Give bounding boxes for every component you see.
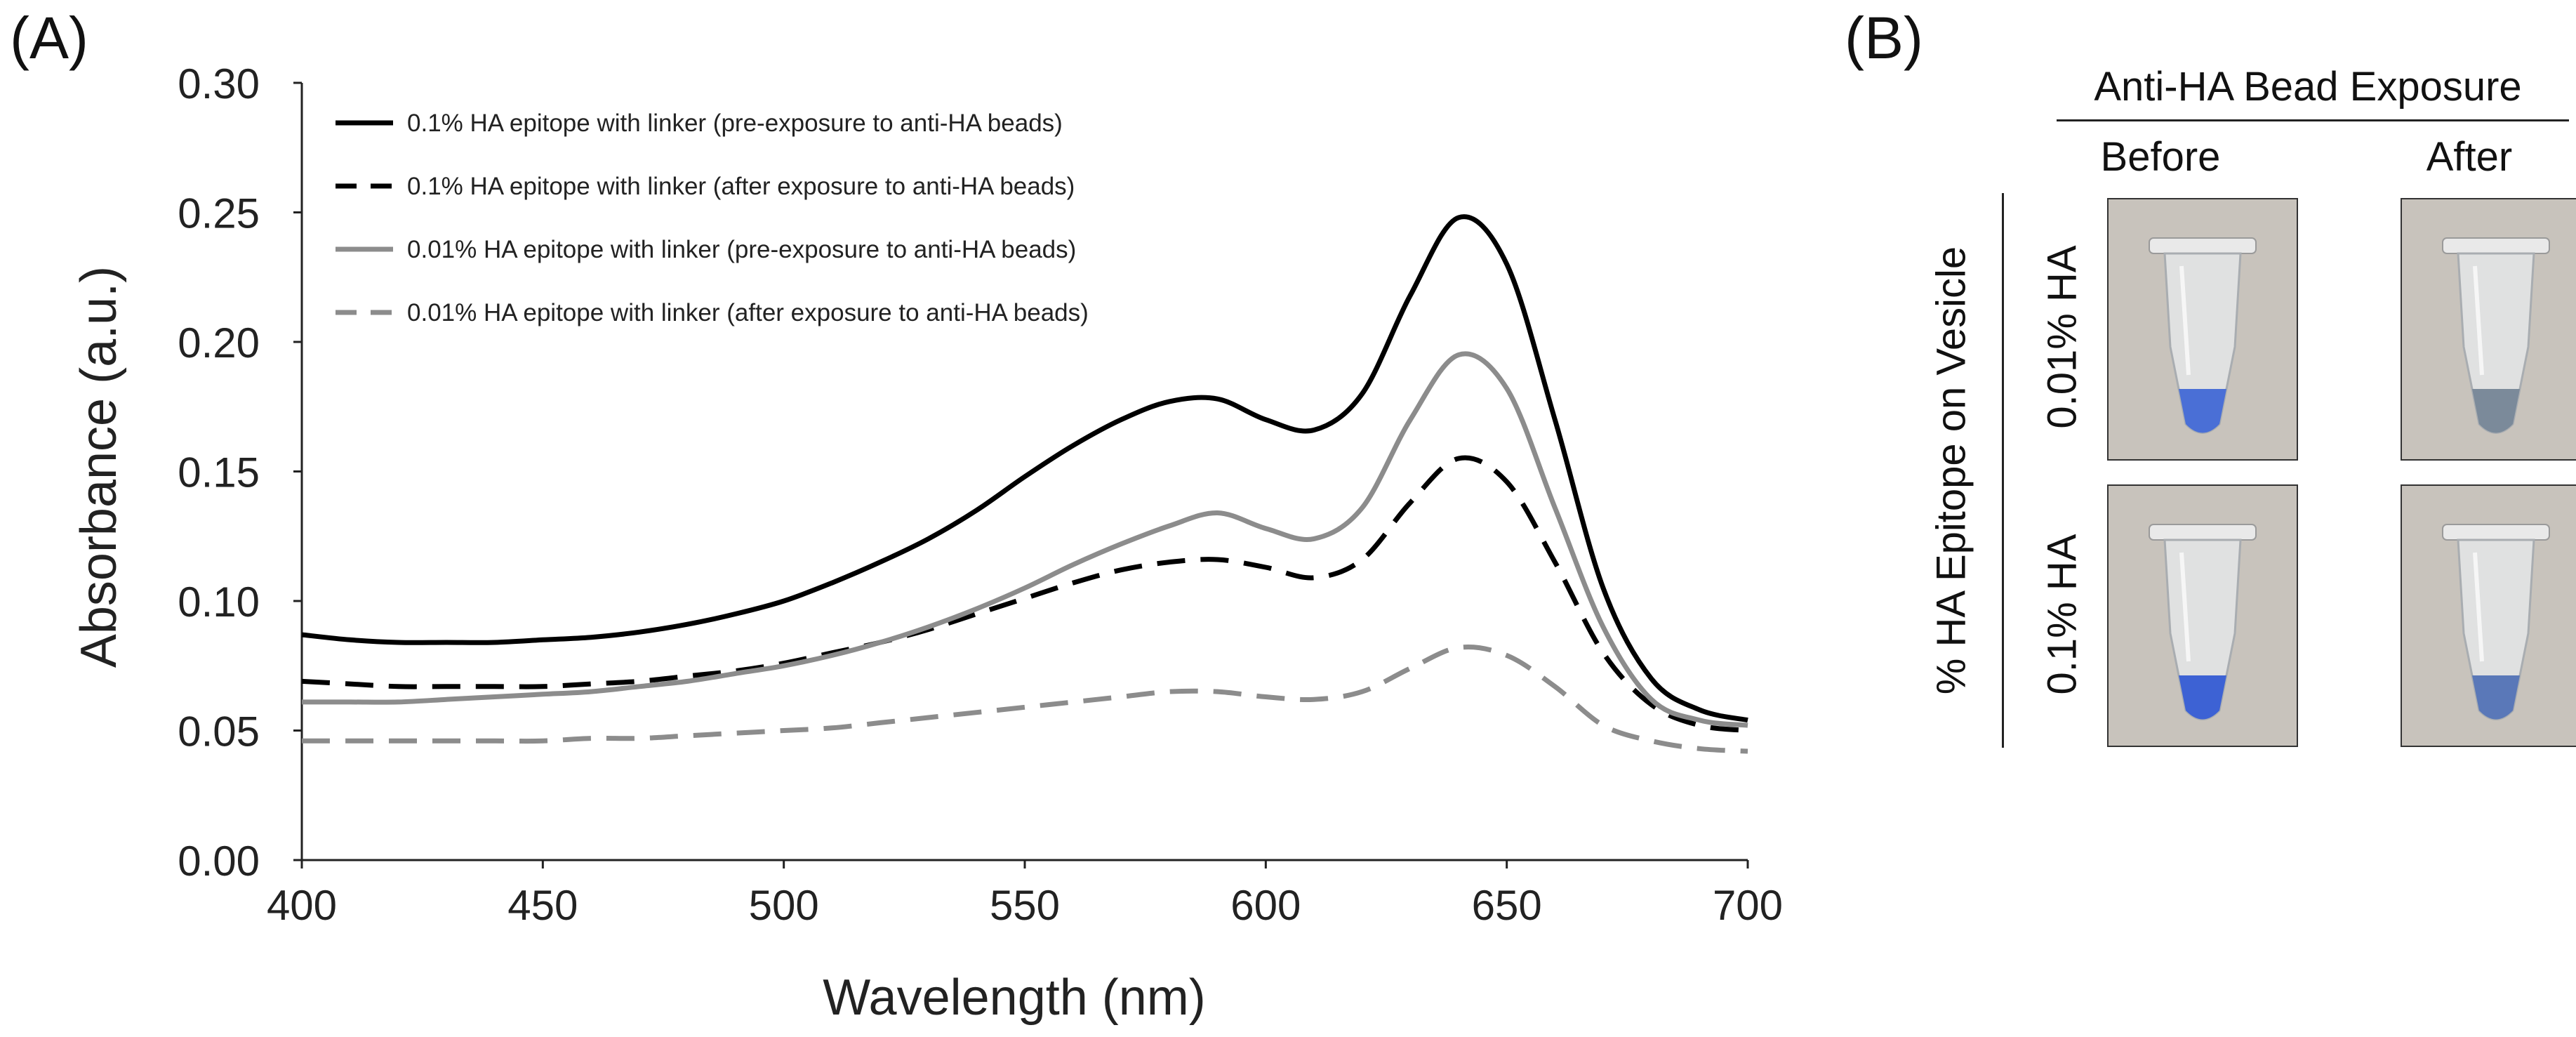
tube-liquid (2472, 675, 2520, 720)
x-tick-label: 700 (1713, 882, 1783, 929)
series-0.1-pre-legend-label: 0.1% HA epitope with linker (pre-exposur… (407, 110, 1063, 137)
series-0.01-after-legend-label: 0.01% HA epitope with linker (after expo… (407, 299, 1089, 326)
tube-icon (2109, 199, 2297, 459)
x-tick-label: 650 (1472, 882, 1542, 929)
series-0.01-after-line (302, 644, 1748, 754)
x-tick-label: 450 (507, 882, 578, 929)
chart-legend: 0.1% HA epitope with linker (pre-exposur… (336, 110, 1089, 326)
x-tick-label: 600 (1230, 882, 1301, 929)
tube-photo-0.01-before (2107, 198, 2298, 461)
tube-icon (2402, 199, 2576, 459)
series-0.1-pre-line (301, 214, 1748, 723)
y-tick-label: 0.00 (178, 838, 260, 885)
tube-lid (2442, 524, 2550, 541)
row-label-0.01-ha: 0.01% HA (2039, 245, 2085, 429)
x-tick-label: 550 (990, 882, 1060, 929)
chart-series (301, 214, 1748, 754)
x-axis-label: Wavelength (nm) (823, 970, 1206, 1026)
y-axis-label: Absorbance (a.u.) (71, 266, 127, 668)
chart-ticks: 0.00 0.05 0.10 0.15 0.20 0.25 0.30 400 450 500 550… (178, 60, 1783, 929)
tube-lid (2149, 524, 2257, 541)
y-tick-label: 0.20 (178, 319, 260, 366)
absorbance-chart: 0.00 0.05 0.10 0.15 0.20 0.25 0.30 400 450 500 550… (71, 60, 1783, 1026)
tube-lid (2149, 237, 2257, 254)
vesicle-epitope-ylabel: % HA Epitope on Vesicle (1928, 246, 1974, 695)
column-after-label: After (2426, 134, 2513, 180)
y-tick-label: 0.30 (178, 60, 260, 107)
panel-b-label: (B) (1845, 5, 1923, 71)
panel-a-label: (A) (10, 5, 88, 71)
tube-highlight (2473, 552, 2484, 662)
tube-icon (2402, 486, 2576, 746)
y-tick-label: 0.05 (178, 708, 260, 755)
tube-photo-0.1-before (2107, 484, 2298, 747)
x-tick-label: 500 (749, 882, 819, 929)
tube-liquid (2179, 675, 2226, 720)
y-tick-label: 0.25 (178, 190, 260, 237)
row-label-0.1-ha: 0.1% HA (2039, 534, 2085, 695)
bead-exposure-header: Anti-HA Bead Exposure (2094, 64, 2522, 110)
tube-highlight (2179, 265, 2191, 376)
y-tick-label: 0.15 (178, 449, 260, 496)
series-0.1-after-legend-label: 0.1% HA epitope with linker (after expos… (407, 173, 1075, 200)
series-0.1-after-line (301, 455, 1748, 733)
tube-liquid (2472, 389, 2520, 433)
tube-photo-0.01-after (2401, 198, 2576, 461)
tube-liquid (2179, 389, 2226, 433)
ylabel-rule (2002, 193, 2004, 748)
y-tick-label: 0.10 (178, 579, 260, 626)
tube-photo-0.1-after (2401, 484, 2576, 747)
x-tick-label: 400 (267, 882, 337, 929)
header-rule (2057, 119, 2569, 121)
column-before-label: Before (2100, 134, 2221, 180)
vesicle-ylabel-wrap: % HA Epitope on Vesicle (1895, 190, 2007, 751)
tube-highlight (2179, 552, 2191, 662)
tube-lid (2442, 237, 2550, 254)
tube-icon (2109, 486, 2297, 746)
series-0.01-pre-line (301, 351, 1748, 728)
tube-highlight (2473, 265, 2484, 376)
series-0.01-pre-legend-label: 0.01% HA epitope with linker (pre-exposu… (407, 236, 1076, 263)
